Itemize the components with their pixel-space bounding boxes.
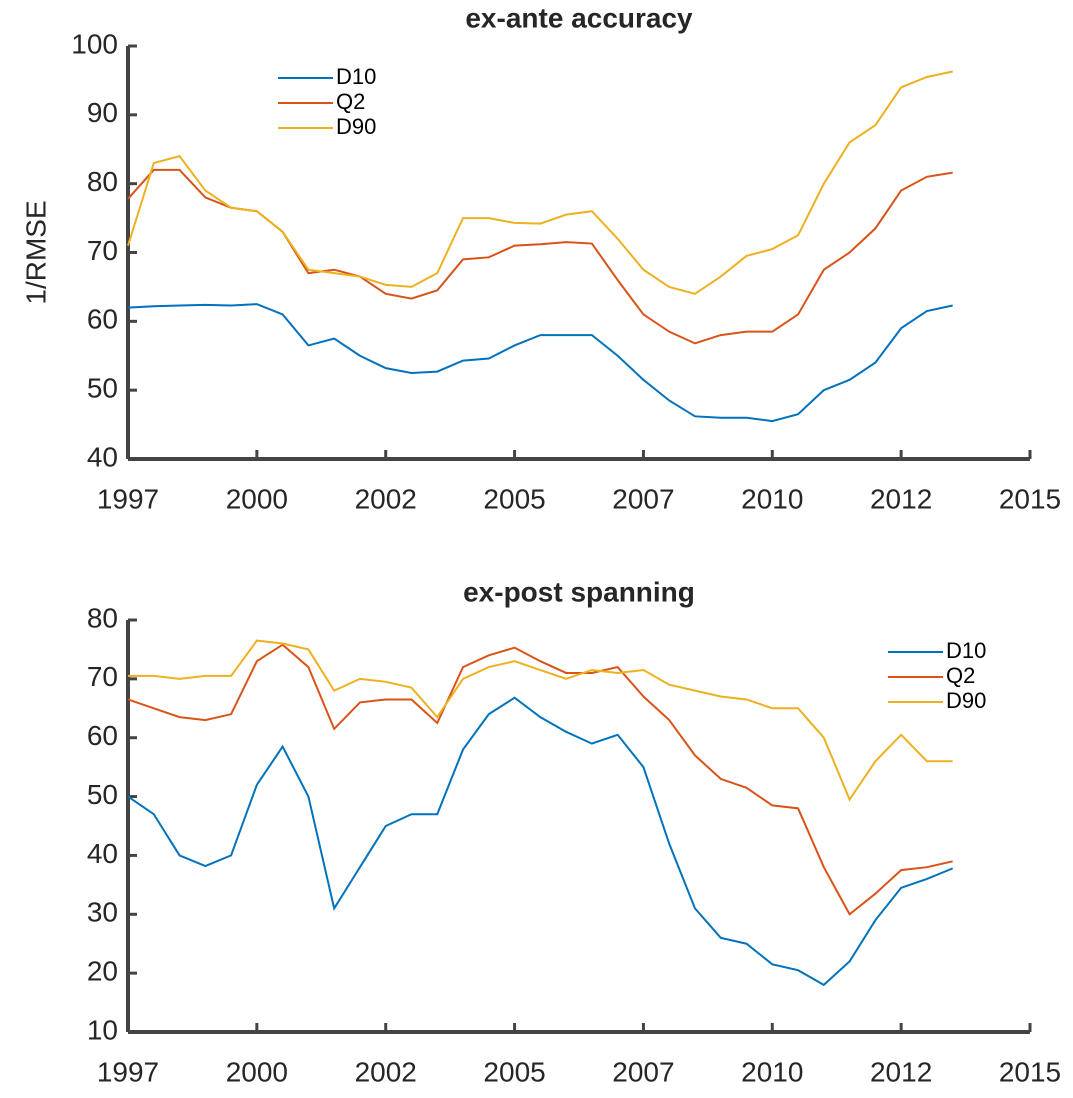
y-tick-label: 100 bbox=[71, 28, 118, 59]
legend-label: D10 bbox=[946, 638, 986, 663]
chart-title: ex-post spanning bbox=[463, 576, 695, 607]
series-line bbox=[127, 70, 953, 295]
y-tick-label: 20 bbox=[87, 956, 118, 987]
x-tick-label: 2015 bbox=[999, 483, 1061, 514]
legend-label: D10 bbox=[336, 64, 376, 89]
x-tick-label: 2007 bbox=[612, 1056, 674, 1087]
y-tick-label: 40 bbox=[87, 838, 118, 869]
y-tick-label: 60 bbox=[87, 304, 118, 335]
series-line bbox=[127, 168, 953, 345]
x-tick-label: 2005 bbox=[483, 483, 545, 514]
y-tick-label: 70 bbox=[87, 661, 118, 692]
x-tick-label: 2012 bbox=[870, 1056, 932, 1087]
x-tick-label: 2007 bbox=[612, 483, 674, 514]
series-line bbox=[128, 639, 953, 802]
x-tick-label: 2002 bbox=[355, 483, 417, 514]
y-tick-label: 70 bbox=[87, 235, 118, 266]
legend-label: D90 bbox=[336, 114, 376, 139]
y-tick-label: 30 bbox=[87, 897, 118, 928]
y-tick-label: 80 bbox=[87, 166, 118, 197]
series-line bbox=[127, 643, 953, 916]
y-tick-label: 10 bbox=[87, 1014, 118, 1045]
y-tick-label: 40 bbox=[87, 441, 118, 472]
x-tick-label: 2012 bbox=[870, 483, 932, 514]
series-line bbox=[127, 696, 954, 987]
x-tick-label: 1997 bbox=[97, 483, 159, 514]
legend-label: Q2 bbox=[946, 663, 975, 688]
x-tick-label: 2015 bbox=[999, 1056, 1061, 1087]
chart-title: ex-ante accuracy bbox=[465, 2, 693, 33]
series-line bbox=[127, 303, 953, 423]
x-tick-label: 2002 bbox=[355, 1056, 417, 1087]
x-tick-label: 2000 bbox=[226, 483, 288, 514]
y-tick-label: 80 bbox=[87, 602, 118, 633]
y-tick-label: 50 bbox=[87, 373, 118, 404]
legend-label: Q2 bbox=[336, 89, 365, 114]
legend-label: D90 bbox=[946, 688, 986, 713]
y-tick-label: 50 bbox=[87, 779, 118, 810]
y-tick-label: 60 bbox=[87, 720, 118, 751]
y-tick-label: 90 bbox=[87, 97, 118, 128]
x-tick-label: 1997 bbox=[97, 1056, 159, 1087]
x-tick-label: 2010 bbox=[741, 1056, 803, 1087]
x-tick-label: 2005 bbox=[483, 1056, 545, 1087]
x-tick-label: 2000 bbox=[226, 1056, 288, 1087]
x-tick-label: 2010 bbox=[741, 483, 803, 514]
y-axis-label: 1/RMSE bbox=[20, 200, 51, 304]
